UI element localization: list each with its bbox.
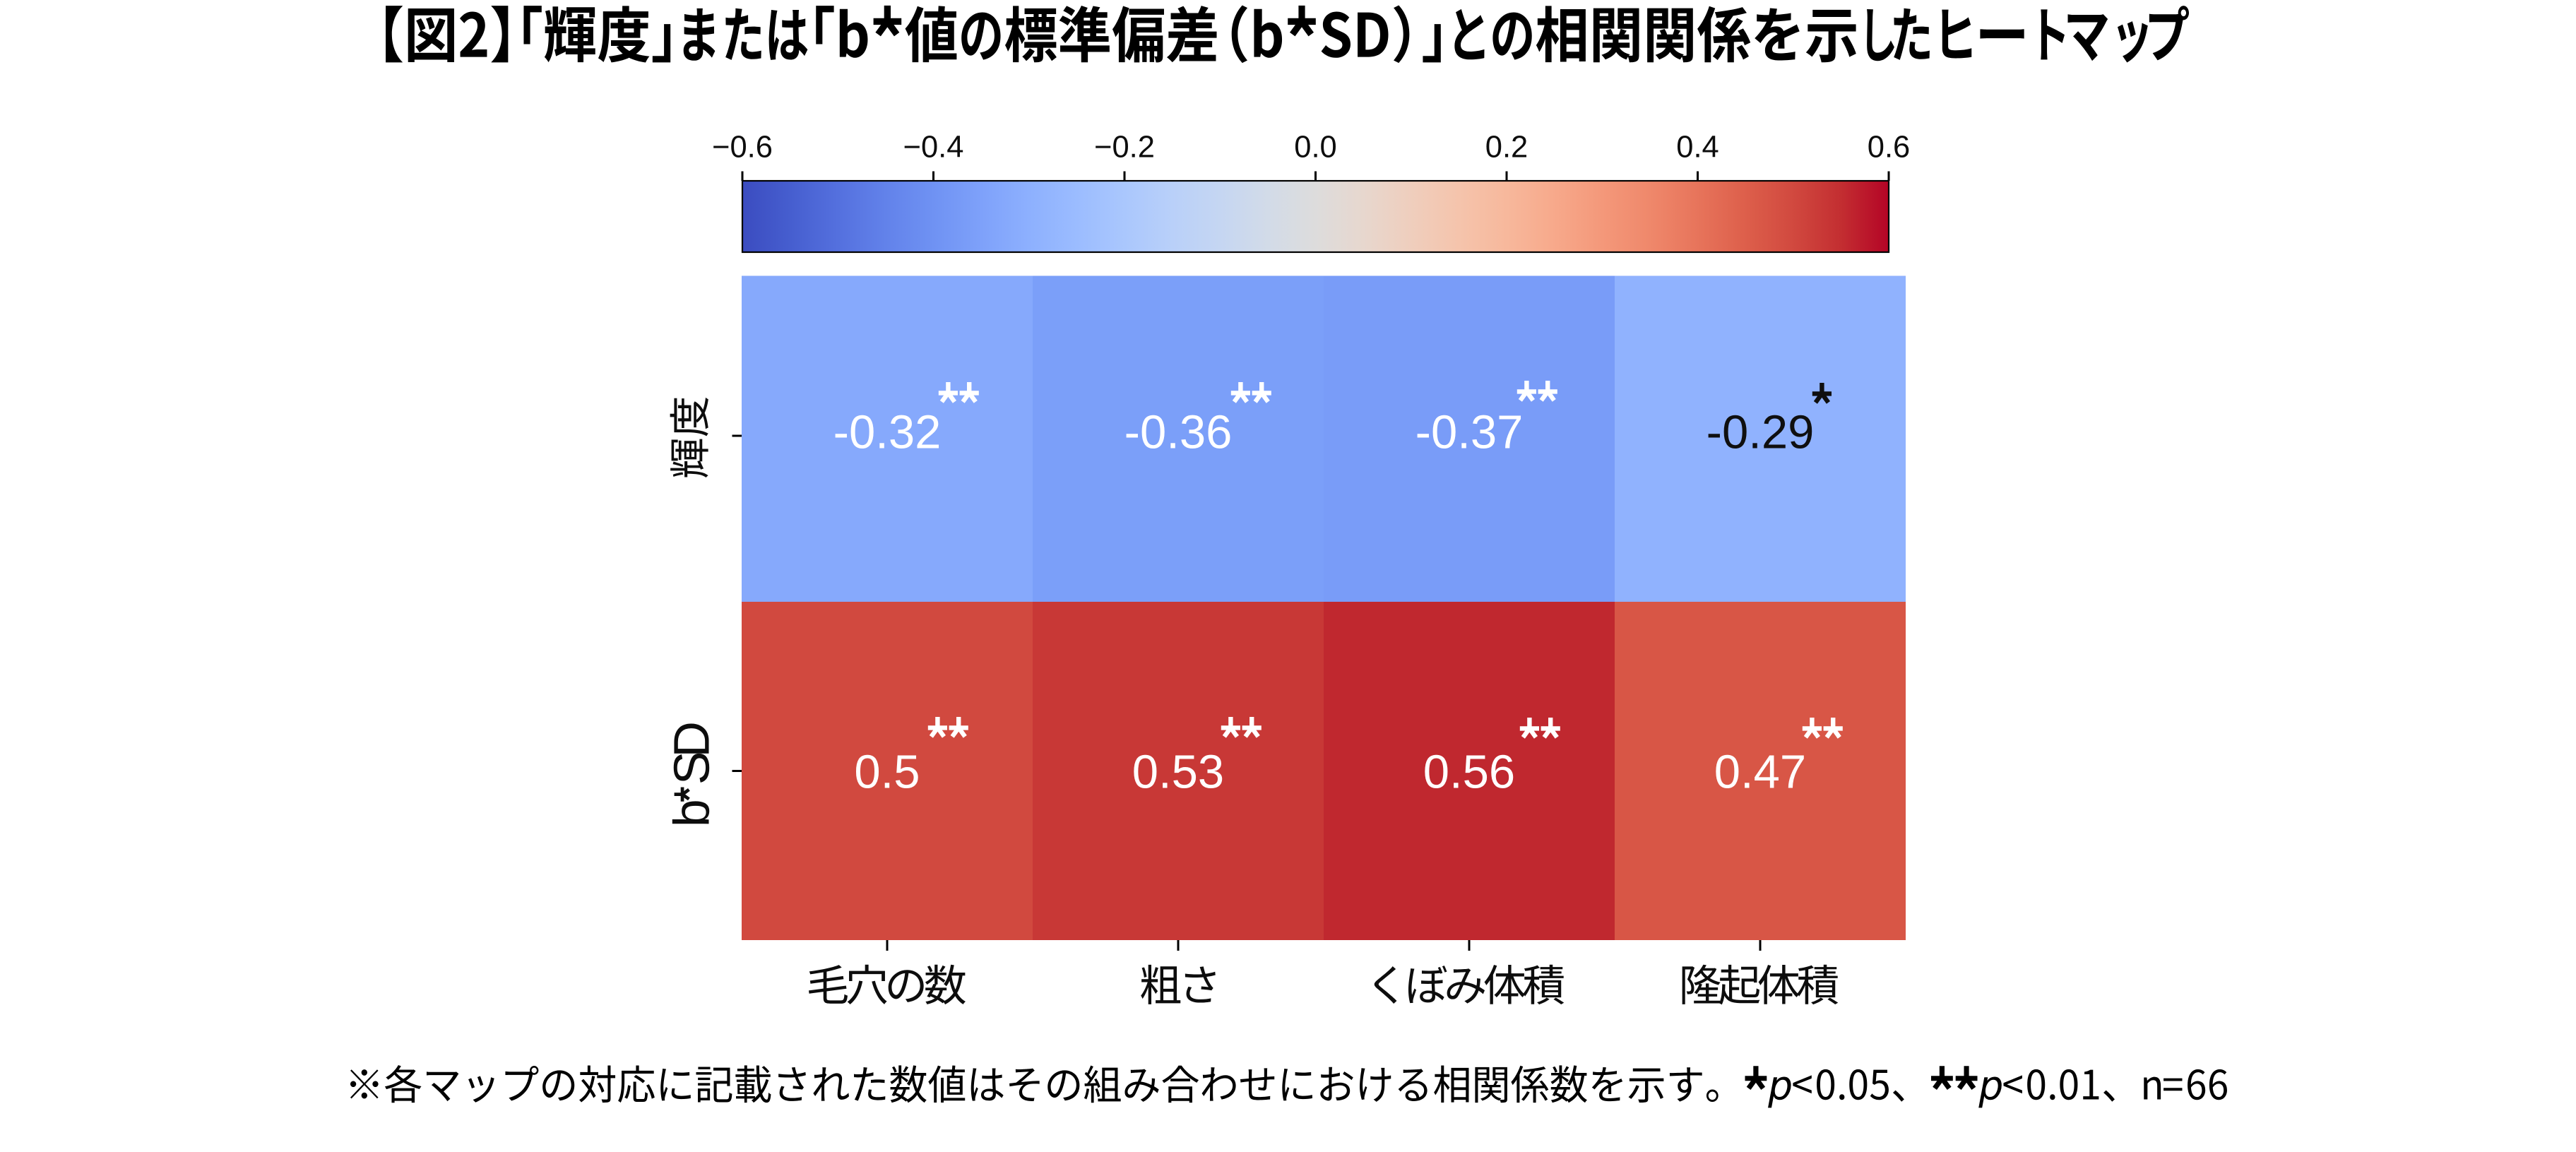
- svg-text:-0.29: -0.29: [1707, 405, 1815, 458]
- svg-text:0.6: 0.6: [1868, 131, 1910, 165]
- svg-text:0.2: 0.2: [1485, 131, 1528, 165]
- svg-text:−0.2: −0.2: [1094, 131, 1155, 165]
- svg-text:0.56: 0.56: [1423, 745, 1515, 798]
- svg-text:0.47: 0.47: [1714, 745, 1806, 798]
- svg-text:0.5: 0.5: [854, 745, 920, 798]
- svg-text:0.53: 0.53: [1132, 745, 1224, 798]
- svg-text:0.0: 0.0: [1294, 131, 1336, 165]
- svg-text:-0.37: -0.37: [1415, 405, 1524, 458]
- svg-text:-0.36: -0.36: [1124, 405, 1233, 458]
- svg-text:−0.6: −0.6: [712, 131, 773, 165]
- svg-text:−0.4: −0.4: [903, 131, 964, 165]
- svg-text:-0.32: -0.32: [833, 405, 942, 458]
- svg-text:0.4: 0.4: [1676, 131, 1719, 165]
